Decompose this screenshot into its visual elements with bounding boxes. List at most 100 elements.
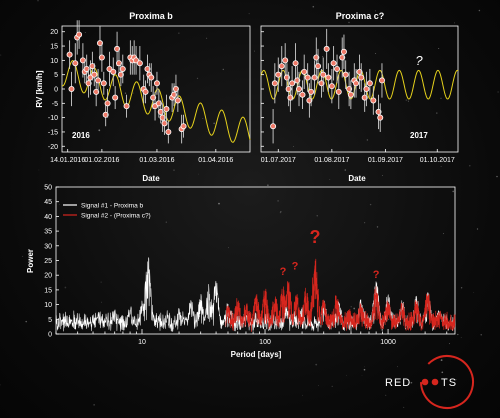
star [388,318,390,320]
star [496,175,498,178]
star [438,48,440,49]
y-tick-label: 30 [44,243,52,250]
rv-point [289,80,296,87]
y-tick-label: 5 [48,317,52,324]
rv-point [114,45,121,52]
star [318,385,319,386]
rv-point [79,57,86,64]
star [38,169,40,171]
star [405,99,408,101]
star [316,215,318,217]
star [315,363,318,366]
rv-point [378,77,385,84]
rv-point [100,80,107,87]
y-tick-label: 0 [48,332,52,339]
star [279,212,281,214]
rv-point [153,80,160,87]
star [213,122,216,125]
peak-question-mark: ? [310,227,321,247]
panel-title-proxima-c: Proxima c? [336,11,385,21]
y-tick-label: 20 [44,273,52,280]
y-tick-label: -20 [48,144,58,151]
star [441,371,444,374]
rv-point [271,80,278,87]
star [440,359,443,361]
logo-dot-2 [431,378,439,386]
star [376,226,379,228]
star [58,204,60,205]
star [407,100,409,102]
star [98,129,101,132]
star [178,32,180,34]
rv-point [159,114,166,121]
star [206,37,208,39]
star [473,292,475,293]
logo-text-left: RED [385,377,411,389]
rv-point [150,94,157,101]
panel-proxima-b: Proxima b 14.01.2016 01.02.2016 01.03.2016… [35,11,251,183]
rv-point [325,74,332,81]
y-tick-label: 15 [44,287,52,294]
year-label-2017: 2017 [410,131,428,140]
star [329,179,331,180]
x-tick-label: 01.07.2017 [261,157,296,164]
rv-point [282,57,289,64]
rv-point [315,63,322,70]
rv-point [102,111,109,118]
rv-point [110,68,117,75]
star [455,379,457,381]
star [222,68,224,71]
star [480,334,482,336]
rv-point [278,63,285,70]
star [292,146,294,147]
star [403,406,405,408]
axes-proxima-b: 14.01.2016 01.02.2016 01.03.2016 01.04.2016… [48,29,234,164]
rv-point [76,31,83,38]
star [173,169,175,171]
rv-point [171,91,178,98]
x-axis-label-date-2: Date [348,174,366,183]
star [132,92,134,94]
star [350,306,352,308]
y-tick-label: 5 [54,72,58,79]
rv-point [165,128,172,135]
series-signal-2 [225,258,456,333]
y-tick-label: -15 [48,129,58,136]
rv-point [112,94,119,101]
rv-point [342,71,349,78]
x-tick-label: 1000 [380,339,396,346]
logo-text-right: TS [441,377,457,389]
star [253,50,255,52]
reddots-logo: RED TS [385,355,474,409]
rv-point [323,45,330,52]
star [440,97,442,99]
rv-point [370,97,377,104]
star [436,112,438,114]
star [218,202,220,205]
rv-point [163,106,170,113]
star [25,320,27,323]
star [452,190,455,193]
rv-point [308,88,315,95]
star [453,22,456,24]
panel-proxima-c: Proxima c? 01.07.2017 01.08.2017 01.09.201… [260,11,459,183]
rv-point [83,65,90,72]
rv-point [98,54,105,61]
star [202,117,204,120]
y-axis-label-rv: RV [km/h] [35,70,44,108]
proxima-c-question-mark: ? [415,53,423,68]
star [369,203,372,206]
rv-point [142,88,149,95]
x-tick-label: 14.01.2016 [50,157,85,164]
x-tick-label: 01.08.2017 [314,157,349,164]
star [22,255,24,257]
x-axis-label-period: Period [days] [231,350,282,359]
peak-question-mark: ? [373,269,380,281]
rv-point [66,51,73,58]
rv-point [301,68,308,75]
star [460,287,463,289]
rv-point [270,123,277,130]
x-tick-label: 01.10.2017 [420,157,455,164]
axes-proxima-c: 01.07.2017 01.08.2017 01.09.2017 01.10.2017 [261,31,455,164]
rv-point [91,71,98,78]
